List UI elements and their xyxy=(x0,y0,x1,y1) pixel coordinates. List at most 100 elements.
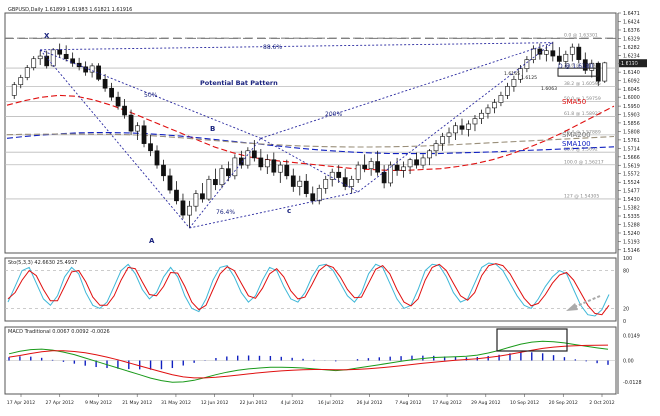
candle xyxy=(102,73,108,92)
candle xyxy=(277,161,283,183)
candle xyxy=(109,82,114,101)
candle-body xyxy=(316,188,322,202)
candle-body xyxy=(492,102,497,109)
candle xyxy=(122,98,127,119)
candle-body xyxy=(141,125,147,144)
candle-body xyxy=(479,112,484,119)
candle xyxy=(466,120,471,137)
x-tick-label: 12 Jun 2012 xyxy=(201,400,229,406)
fib-level-label: 50.0 @ 1.59759 xyxy=(564,96,601,102)
x-tick-label: 17 Aug 2012 xyxy=(432,400,462,406)
candle xyxy=(264,154,270,175)
macd-title: MACD Traditional 0.0067 0.0092 -0.0026 xyxy=(8,329,110,335)
annotation-point_d: D @ 1.6180 xyxy=(558,63,594,70)
stochastic-line-d xyxy=(7,263,610,316)
candle-body xyxy=(569,46,575,55)
candle-body xyxy=(342,177,348,187)
candle-body xyxy=(518,68,523,80)
x-tick-label: 10 Sep 2012 xyxy=(510,400,539,406)
stochastic-tick-label: 20 xyxy=(623,306,629,312)
annotation-price_c: 1.6063 xyxy=(541,86,557,92)
candle xyxy=(11,81,17,99)
price-panel-title: GBPUSD,Daily 1.61899 1.61983 1.61821 1.6… xyxy=(8,7,132,13)
sma-line-sma50 xyxy=(6,94,615,171)
annotation-point_a: A xyxy=(149,237,155,245)
price-tick-label: 1.5666 xyxy=(623,155,640,161)
sma-line-sma100 xyxy=(6,132,615,155)
candle-body xyxy=(505,86,510,96)
x-tick-label: 17 Apr 2012 xyxy=(7,400,35,406)
stochastic-line-k xyxy=(7,262,610,317)
candle-body xyxy=(401,166,406,171)
price-tick-label: 1.5619 xyxy=(623,163,640,169)
candle xyxy=(271,152,277,176)
price-tick-label: 1.6140 xyxy=(623,70,640,76)
candle xyxy=(323,175,329,194)
candle xyxy=(63,45,69,62)
price-tick-label: 1.5382 xyxy=(623,206,640,212)
candle-body xyxy=(37,55,43,60)
price-tick-label: 1.6424 xyxy=(623,19,640,25)
candle xyxy=(187,200,192,228)
candle-body xyxy=(323,179,329,189)
candle xyxy=(245,147,251,169)
macd-tick-label: 0.0149 xyxy=(623,334,640,340)
candle-body xyxy=(115,96,121,107)
candle xyxy=(251,140,257,162)
candle-body xyxy=(498,95,504,103)
candle-body xyxy=(31,58,37,68)
x-tick-label: 26 Jul 2012 xyxy=(357,400,383,406)
candle-body xyxy=(232,157,238,177)
candle xyxy=(550,41,556,62)
candle xyxy=(238,150,244,169)
candle-body xyxy=(297,180,303,187)
candle xyxy=(148,134,153,157)
price-tick-label: 1.6376 xyxy=(623,28,640,34)
candle xyxy=(310,186,316,205)
annotation-ratio_764: 76.4% xyxy=(216,209,235,216)
price-tick-label: 1.5193 xyxy=(623,239,640,245)
x-tick-label: 16 Jul 2012 xyxy=(318,400,344,406)
candle-body xyxy=(563,53,569,62)
x-tick-label: 22 Jun 2012 xyxy=(240,400,268,406)
x-tick-label: 29 Aug 2012 xyxy=(471,400,501,406)
candle-body xyxy=(537,48,543,55)
candle xyxy=(530,45,536,64)
stochastic-frame xyxy=(4,257,617,322)
price-tick-label: 1.5477 xyxy=(623,189,640,195)
price-tick-label: 1.6329 xyxy=(623,36,640,42)
stochastic-tick-label: 100 xyxy=(623,256,632,262)
price-tick-label: 1.6092 xyxy=(623,79,640,85)
candle xyxy=(50,48,56,67)
candle-body xyxy=(375,161,381,173)
annotation-price_b: 1.6125 xyxy=(521,75,537,81)
candle-body xyxy=(238,157,244,166)
candle xyxy=(258,148,264,171)
candle-body xyxy=(219,168,225,186)
price-tick-label: 1.5950 xyxy=(623,104,640,110)
candle xyxy=(232,154,238,180)
pattern-leg-ab xyxy=(189,137,262,229)
candle xyxy=(440,132,445,151)
candle-body xyxy=(83,66,89,73)
candle-body xyxy=(433,143,439,152)
candle xyxy=(89,63,95,78)
candle-body xyxy=(576,46,582,60)
annotation-sma50: SMA50 xyxy=(562,98,586,106)
candle xyxy=(420,154,426,169)
candle-body xyxy=(472,118,478,125)
price-tick-label: 1.5714 xyxy=(623,146,640,152)
fib-level-label: 0.0 @ 1.63301 xyxy=(564,33,598,39)
candle xyxy=(154,145,160,169)
candle-body xyxy=(102,78,108,89)
candle-body xyxy=(310,193,316,202)
annotation-point_c: c xyxy=(287,207,291,215)
candle-body xyxy=(206,179,212,200)
price-tick-label: 1.5808 xyxy=(623,129,640,135)
candle-body xyxy=(24,67,30,78)
candle-body xyxy=(18,77,24,85)
candle xyxy=(446,127,452,144)
candle xyxy=(563,50,569,67)
